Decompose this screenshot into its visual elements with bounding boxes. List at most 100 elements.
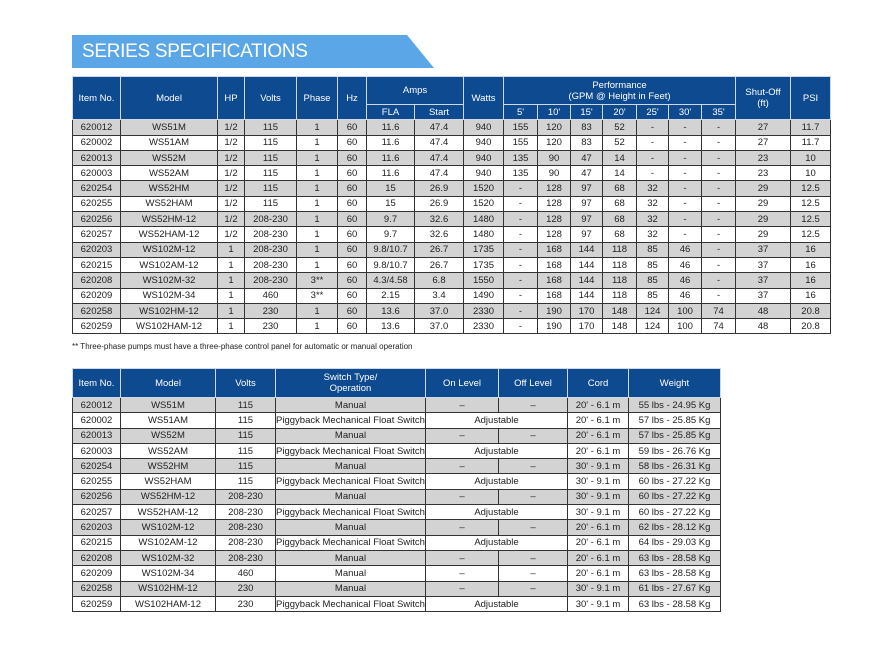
header-shutoff: Shut-Off (ft) [735, 75, 792, 121]
table-cell: 3** [296, 287, 338, 304]
table-cell: 620209 [72, 287, 121, 304]
table-cell: 60 [337, 256, 367, 274]
table-cell: 940 [463, 149, 505, 167]
table-cell: 11.6 [366, 134, 415, 151]
table-cell: - [503, 195, 539, 213]
table-cell: 128 [537, 226, 572, 243]
table-cell: 29 [735, 180, 792, 197]
table-cell: 460 [244, 287, 297, 304]
table-cell: 57 lbs - 25.85 Kg [628, 427, 721, 444]
table-cell: 128 [537, 211, 572, 228]
table-cell: 168 [537, 287, 572, 304]
table-cell: 60 [337, 134, 367, 151]
table-cell: - [636, 119, 670, 136]
table-cell: 62 lbs - 28.12 Kg [628, 519, 721, 536]
header-model: Model [120, 368, 216, 398]
header-volts: Volts [244, 75, 297, 121]
table-cell: WS51AM [120, 134, 218, 151]
table-cell: Piggyback Mechanical Float Switch [275, 534, 426, 551]
table-cell: 135 [503, 165, 539, 182]
switch-label: Switch Type/ [323, 372, 378, 383]
table-cell: 16 [790, 287, 832, 304]
table-cell: WS52HAM-12 [120, 226, 218, 243]
table-cell: 1 [296, 302, 338, 320]
table-cell: 1 [296, 226, 338, 243]
table-row: 620208 WS102M-32 1 208-230 3** 60 4.3/4.58 6.8 1… [72, 272, 832, 289]
table-row: 620256 WS52HM-12 208-230 Manual – –30' - 9.1 … [72, 488, 721, 506]
table-cell: 29 [735, 226, 792, 243]
table-cell: 230 [215, 580, 276, 597]
table-cell: 10 [790, 165, 832, 182]
table-cell: Manual [275, 519, 426, 536]
table-cell: 1/2 [217, 211, 245, 228]
table-cell: 52 [602, 119, 638, 136]
table-cell: 1/2 [217, 149, 245, 167]
table-cell: 46 [668, 256, 703, 274]
table-cell: 60 [337, 272, 367, 289]
table-cell: 115 [215, 427, 276, 444]
table-cell: – [498, 396, 568, 414]
table-cell: – [498, 565, 568, 582]
table-cell: 74 [701, 302, 737, 320]
table-cell: 37 [735, 256, 792, 274]
table-cell: 83 [570, 119, 604, 136]
table-cell: 63 lbs - 28.58 Kg [628, 549, 721, 567]
table-cell: 1 [296, 195, 338, 213]
table-cell: 1/2 [217, 165, 245, 182]
table-cell: 37 [735, 272, 792, 289]
table-cell: 155 [503, 119, 539, 136]
table-row: 620003 WS52AM 115 Piggyback Mechanical Floa… [72, 442, 721, 460]
table-cell: Piggyback Mechanical Float Switch [275, 504, 426, 521]
table-cell: - [503, 318, 539, 335]
table-cell: 1480 [463, 226, 505, 243]
table-cell: 940 [463, 165, 505, 182]
table-cell: WS102HAM-12 [120, 595, 216, 613]
table-cell: 13.6 [366, 318, 415, 335]
table-cell: 20' - 6.1 m [567, 534, 629, 551]
table-cell: 12.5 [790, 211, 832, 228]
table-cell: 1/2 [217, 134, 245, 151]
shutoff-sublabel: (ft) [757, 98, 769, 110]
table-cell: 47.4 [413, 149, 465, 167]
header-phase: Phase [296, 75, 338, 121]
table-cell: 10 [790, 149, 832, 167]
table-cell: - [668, 165, 703, 182]
table-cell: 2330 [463, 318, 505, 335]
table-cell: 20' - 6.1 m [567, 565, 629, 582]
table-cell: 32.6 [413, 211, 465, 228]
table-cell: 208-230 [215, 534, 276, 551]
table-cell: 170 [570, 318, 604, 335]
table-cell: 9.8/10.7 [366, 256, 415, 274]
table-cell: 97 [570, 180, 604, 197]
table-cell: 620203 [72, 241, 121, 258]
table-cell: 118 [602, 241, 638, 258]
table-cell: - [503, 287, 539, 304]
table-cell: 37.0 [413, 302, 465, 320]
table-cell: 3** [296, 272, 338, 289]
table-cell: 68 [602, 180, 638, 197]
table-cell: 61 lbs - 27.67 Kg [628, 580, 721, 597]
table-cell: 20' - 6.1 m [567, 549, 629, 567]
table-row: 620003 WS52AM 1/2 115 1 60 11.6 47.4 940 135 90 47 1… [72, 165, 832, 182]
table-cell: 115 [244, 119, 297, 136]
table-cell: 620208 [72, 549, 121, 567]
table-cell: 16 [790, 272, 832, 289]
table-cell: 115 [215, 473, 276, 490]
table-row: 620013 WS52M 115 Manual – –20' - 6.1 m 57 lbs … [72, 427, 721, 444]
table-cell: 940 [463, 119, 505, 136]
table-cell: WS102M-34 [120, 287, 218, 304]
table-cell: 60 [337, 149, 367, 167]
table-cell: Piggyback Mechanical Float Switch [275, 473, 426, 490]
table-cell: Manual [275, 488, 426, 506]
table-cell: 23 [735, 149, 792, 167]
table-cell: – [425, 488, 499, 506]
table-cell: 118 [602, 256, 638, 274]
table-cell: 230 [244, 302, 297, 320]
header-item: Item No. [72, 75, 121, 121]
table-cell: 20.8 [790, 302, 832, 320]
table-cell: Adjustable [425, 534, 568, 551]
table-cell: - [503, 241, 539, 258]
table-cell: 620012 [72, 119, 121, 136]
table-cell: 32 [636, 226, 670, 243]
table-cell: 60 [337, 195, 367, 213]
